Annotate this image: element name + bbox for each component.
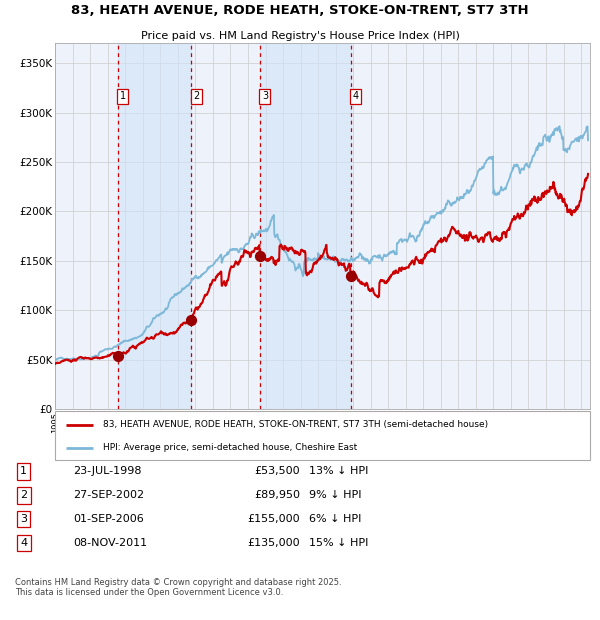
Text: 2: 2: [193, 91, 199, 102]
Text: 27-SEP-2002: 27-SEP-2002: [74, 490, 145, 500]
FancyBboxPatch shape: [55, 411, 590, 460]
Text: 1: 1: [20, 466, 27, 476]
Text: £53,500: £53,500: [254, 466, 300, 476]
Text: 83, HEATH AVENUE, RODE HEATH, STOKE-ON-TRENT, ST7 3TH: 83, HEATH AVENUE, RODE HEATH, STOKE-ON-T…: [71, 4, 529, 17]
Text: 3: 3: [262, 91, 268, 102]
Text: 4: 4: [353, 91, 359, 102]
Text: Price paid vs. HM Land Registry's House Price Index (HPI): Price paid vs. HM Land Registry's House …: [140, 30, 460, 40]
Text: 15% ↓ HPI: 15% ↓ HPI: [309, 538, 368, 548]
Text: 9% ↓ HPI: 9% ↓ HPI: [309, 490, 361, 500]
Text: HPI: Average price, semi-detached house, Cheshire East: HPI: Average price, semi-detached house,…: [103, 443, 358, 453]
Text: 6% ↓ HPI: 6% ↓ HPI: [309, 514, 361, 524]
Text: 08-NOV-2011: 08-NOV-2011: [74, 538, 148, 548]
Bar: [260, 43, 350, 409]
Text: £155,000: £155,000: [247, 514, 300, 524]
Text: 4: 4: [20, 538, 27, 548]
Text: 01-SEP-2006: 01-SEP-2006: [74, 514, 145, 524]
Text: 1: 1: [120, 91, 126, 102]
Text: £135,000: £135,000: [247, 538, 300, 548]
Text: 2: 2: [20, 490, 27, 500]
Text: Contains HM Land Registry data © Crown copyright and database right 2025.: Contains HM Land Registry data © Crown c…: [15, 578, 341, 587]
Point: [255, 251, 265, 261]
Text: 13% ↓ HPI: 13% ↓ HPI: [309, 466, 368, 476]
Point: [186, 316, 196, 326]
Point: [346, 271, 355, 281]
Point: [113, 352, 122, 361]
Bar: [118, 43, 191, 409]
Text: 83, HEATH AVENUE, RODE HEATH, STOKE-ON-TRENT, ST7 3TH (semi-detached house): 83, HEATH AVENUE, RODE HEATH, STOKE-ON-T…: [103, 420, 488, 429]
Text: 23-JUL-1998: 23-JUL-1998: [74, 466, 142, 476]
Text: £89,950: £89,950: [254, 490, 300, 500]
Text: 3: 3: [20, 514, 27, 524]
Text: This data is licensed under the Open Government Licence v3.0.: This data is licensed under the Open Gov…: [15, 588, 283, 597]
